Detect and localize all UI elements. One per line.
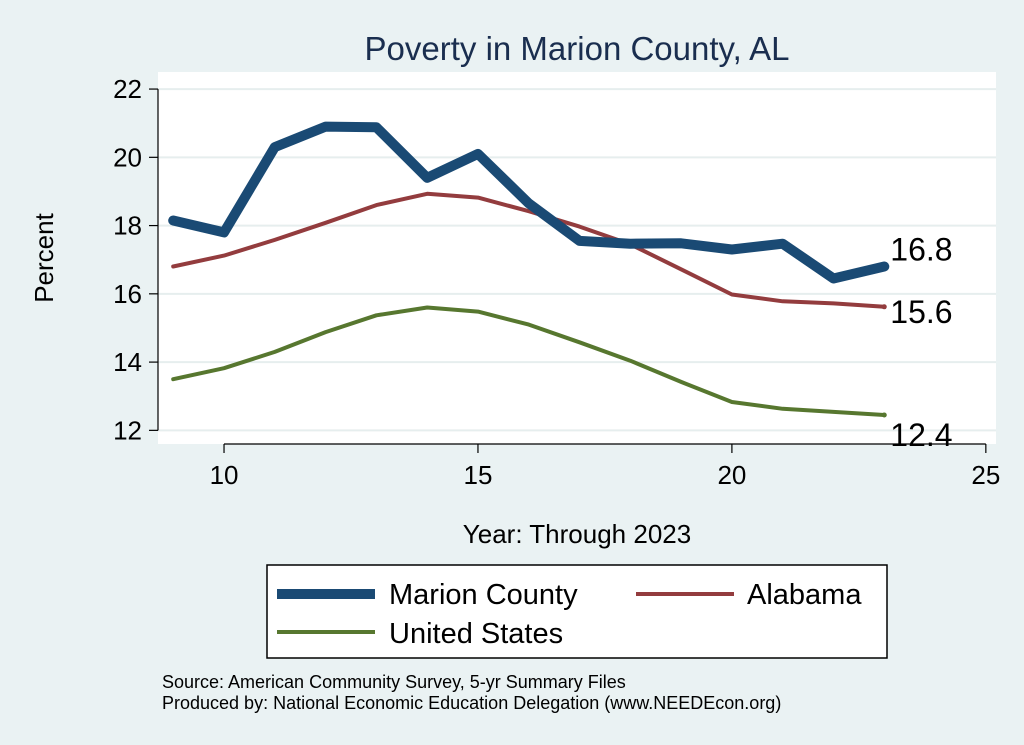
producer-note: Produced by: National Economic Education… xyxy=(162,693,781,713)
legend-label-alabama: Alabama xyxy=(747,579,862,611)
end-label-united-states: 12.4 xyxy=(890,417,952,453)
series-line-united-states xyxy=(171,305,887,417)
y-tick-label-14: 14 xyxy=(113,347,142,377)
y-tick-label-22: 22 xyxy=(113,74,142,104)
end-label-alabama: 15.6 xyxy=(890,294,952,330)
y-tick-label-16: 16 xyxy=(113,279,142,309)
legend-label-us: United States xyxy=(389,618,563,650)
gridlines xyxy=(158,88,996,432)
series-line-alabama xyxy=(171,191,887,309)
y-tick-label-12: 12 xyxy=(113,415,142,445)
legend-box xyxy=(266,564,888,659)
end-labels: 16.8 15.6 12.4 xyxy=(890,232,952,453)
x-axis-label: Year: Through 2023 xyxy=(463,519,691,549)
y-axis: 12 14 16 18 20 22 xyxy=(113,74,159,445)
x-tick-label-25: 25 xyxy=(971,460,1000,490)
series-end-point-united-states xyxy=(881,412,887,418)
series-lines xyxy=(168,121,890,418)
legend-label-marion: Marion County xyxy=(389,579,578,611)
series-line-marion-county xyxy=(168,121,890,284)
series-end-point-marion-county xyxy=(881,264,887,270)
end-label-marion-county: 16.8 xyxy=(890,232,952,268)
plot-area xyxy=(158,72,996,444)
y-tick-label-18: 18 xyxy=(113,211,142,241)
y-axis-label: Percent xyxy=(29,212,59,302)
series-end-point-alabama xyxy=(881,304,887,310)
y-tick-label-20: 20 xyxy=(113,142,142,172)
chart-title: Poverty in Marion County, AL xyxy=(365,30,790,67)
x-tick-label-10: 10 xyxy=(210,460,239,490)
x-tick-label-15: 15 xyxy=(464,460,493,490)
x-axis: 10 15 20 25 xyxy=(210,443,1000,490)
legend: Marion County Alabama United States xyxy=(266,564,888,659)
x-tick-label-20: 20 xyxy=(717,460,746,490)
source-note: Source: American Community Survey, 5-yr … xyxy=(162,672,626,692)
